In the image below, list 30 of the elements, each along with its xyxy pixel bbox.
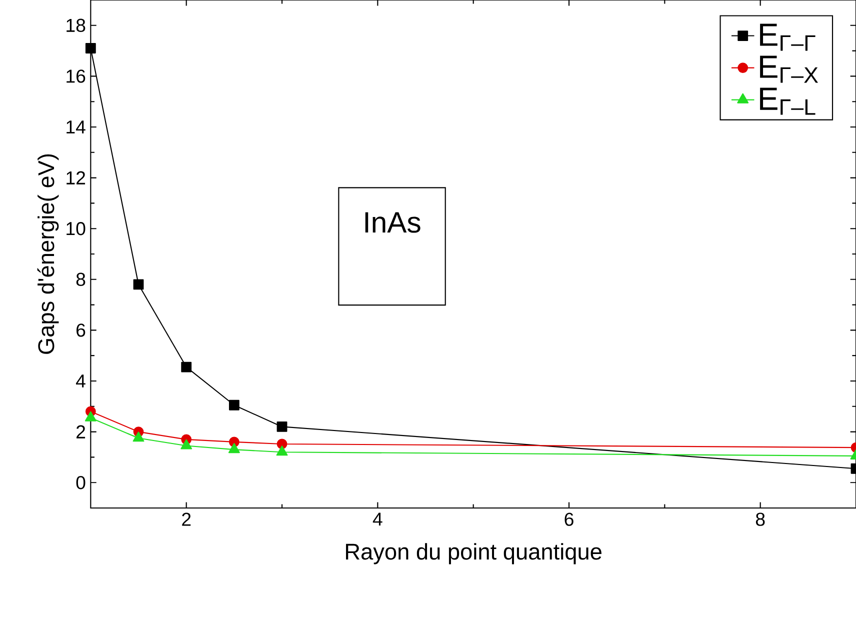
x-tick-label: 6	[564, 512, 574, 526]
point	[276, 421, 288, 432]
y-tick-label: 4	[76, 374, 86, 388]
point	[85, 42, 96, 54]
y-tick-label: 0	[76, 476, 86, 490]
x-axis-title: Rayon du point quantique	[346, 542, 602, 564]
y-tick-label: 18	[66, 18, 86, 32]
point	[84, 411, 96, 422]
y-tick-label: 10	[66, 222, 86, 236]
y-tick-label: 12	[66, 171, 86, 184]
y-tick-label: 16	[66, 69, 86, 83]
y-axis-title: Gaps d'énergie( eV)	[37, 154, 59, 354]
legend-label: E$_{Γ–Γ}$	[760, 24, 816, 51]
point	[228, 442, 240, 453]
x-tick-label: 4	[372, 512, 382, 526]
y-tick-label: 8	[76, 272, 86, 286]
point	[276, 445, 288, 456]
y-tick-label: 2	[76, 425, 86, 438]
point	[181, 362, 192, 372]
point	[132, 431, 144, 442]
point	[228, 400, 240, 410]
x-tick-label: 2	[182, 512, 191, 526]
x-tick-label: 8	[756, 512, 765, 526]
legend-label: E$_{Γ–L}$	[760, 88, 816, 115]
legend-label: E$_{Γ–X}$	[760, 56, 818, 83]
y-tick-label: 14	[66, 120, 86, 134]
annotation: InAs	[365, 212, 420, 233]
point	[180, 439, 192, 450]
y-tick-label: 6	[76, 323, 86, 337]
point	[133, 279, 144, 290]
